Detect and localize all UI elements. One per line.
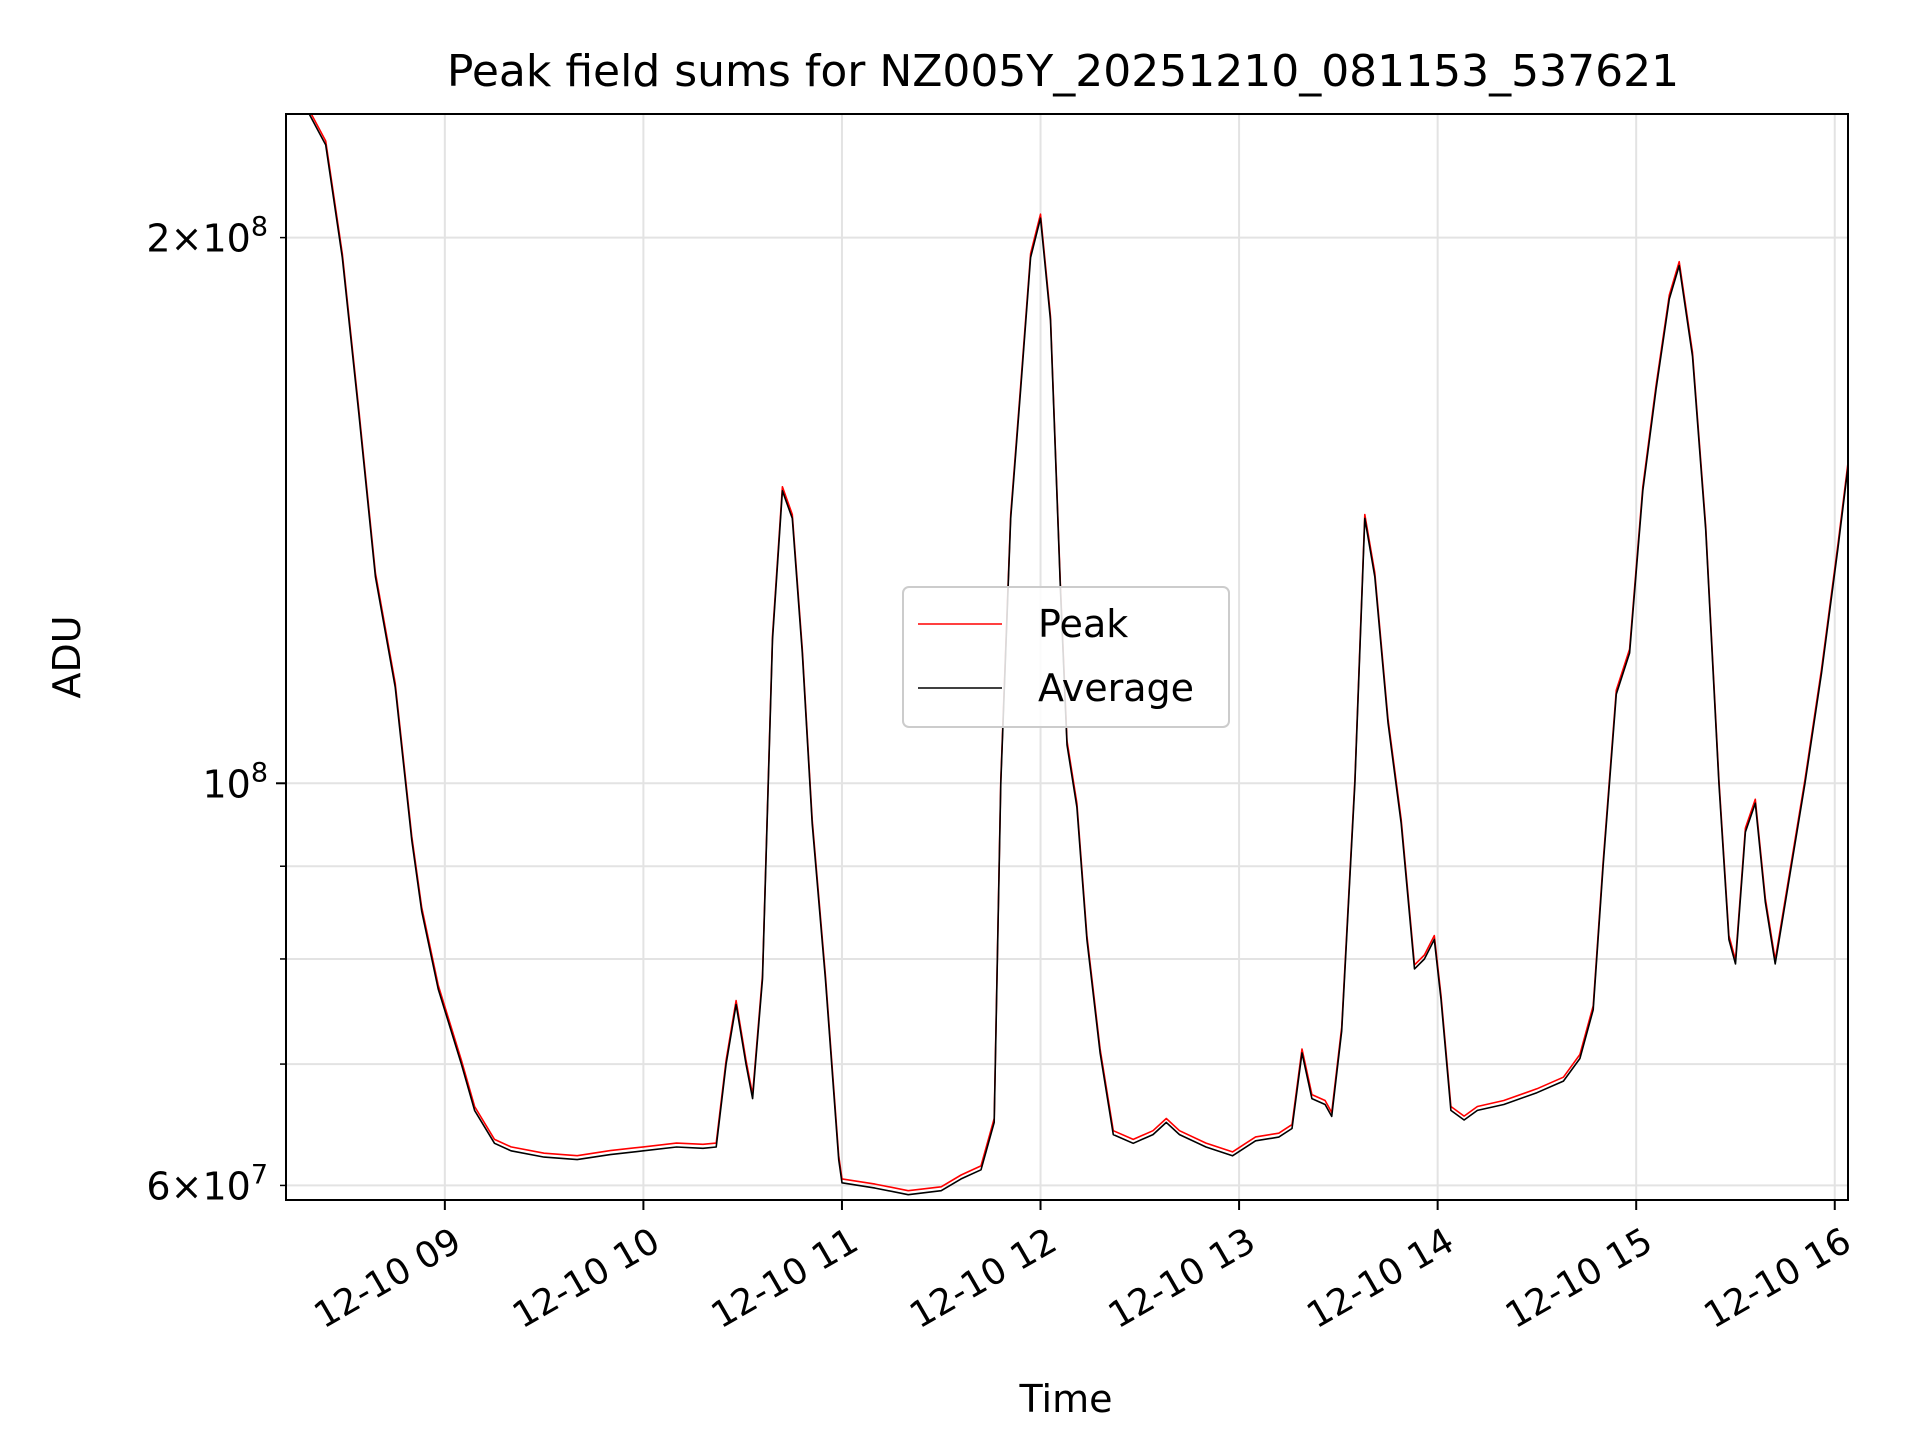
y-tick-label: 108: [202, 757, 268, 806]
legend: Peak Average: [902, 586, 1230, 728]
legend-label-average: Average: [1038, 666, 1194, 710]
chart-title: Peak field sums for NZ005Y_20251210_0811…: [447, 46, 1679, 97]
plot-area-frame: [285, 113, 1849, 1201]
legend-label-peak: Peak: [1038, 602, 1128, 646]
y-axis-label: ADU: [45, 615, 89, 698]
y-tick-label: 6×107: [146, 1159, 268, 1208]
series-line-average: [286, 114, 1848, 1196]
gridlines: [286, 114, 1848, 1200]
series-layer: [286, 114, 1848, 1196]
legend-frame: [902, 586, 1230, 728]
y-tick-label: 2×108: [146, 212, 268, 261]
x-axis-label: Time: [1019, 1377, 1113, 1421]
